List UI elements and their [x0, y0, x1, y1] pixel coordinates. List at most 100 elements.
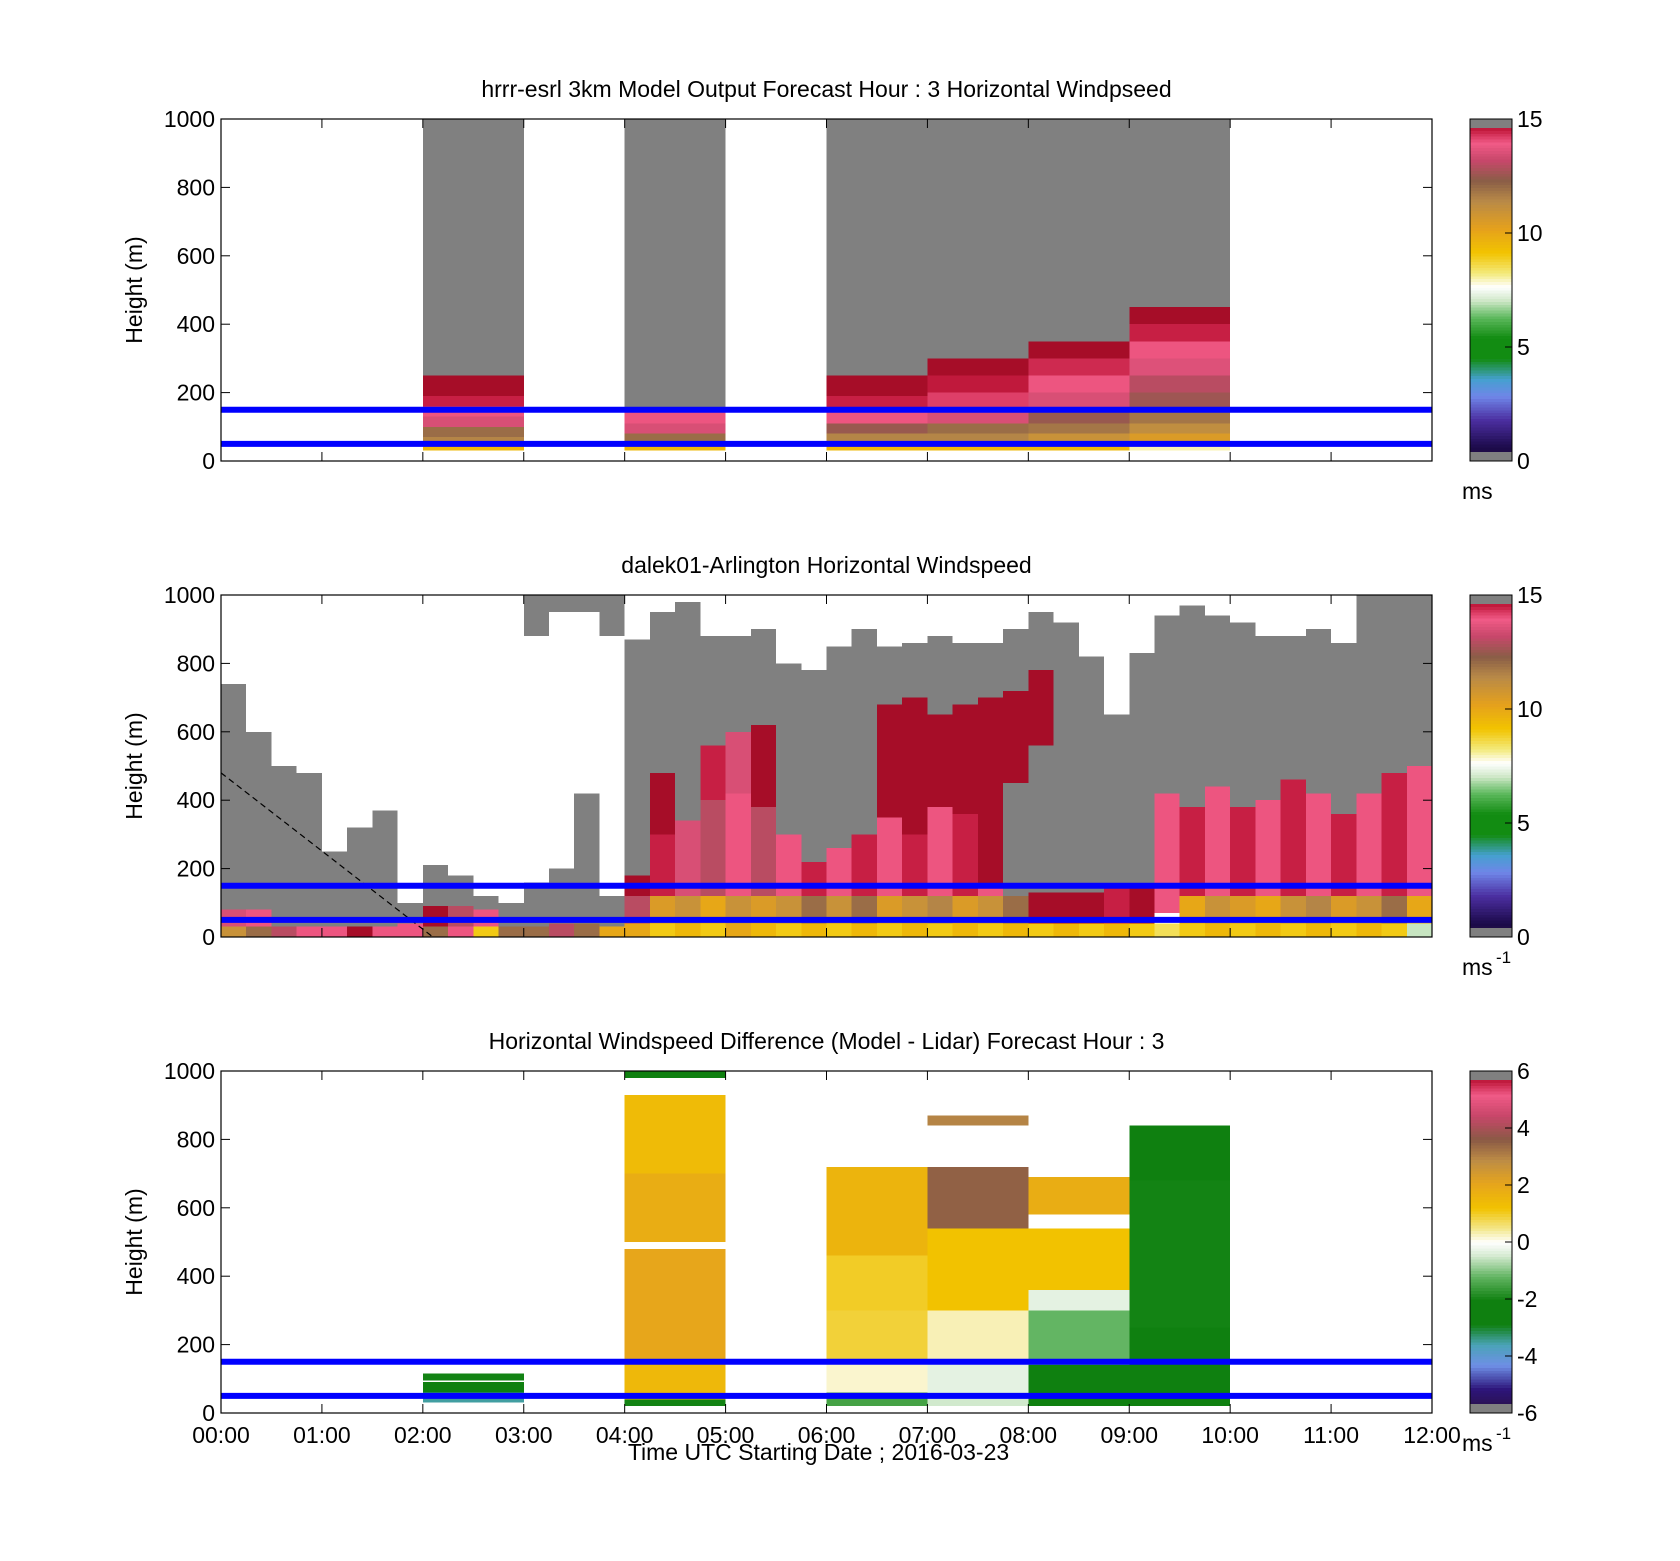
colorbar-swatch — [1470, 874, 1512, 878]
colorbar-swatch — [1470, 1395, 1512, 1400]
colorbar-swatch — [1470, 1110, 1512, 1115]
colorbar-swatch — [1470, 771, 1512, 776]
colorbar-swatch — [1470, 666, 1512, 670]
colorbar-swatch — [1470, 854, 1512, 858]
colorbar-swatch — [1470, 318, 1512, 322]
colorbar-swatch — [1470, 406, 1512, 411]
x-tick-label: 11:00 — [1303, 1422, 1359, 1448]
cell-0-6 — [422, 396, 524, 407]
x-tick-label: 04:00 — [596, 1422, 654, 1448]
cell-16-3 — [624, 639, 650, 876]
cell-37-2 — [1154, 793, 1180, 914]
cell-10-2 — [473, 895, 499, 910]
colorbar-swatch — [1470, 309, 1512, 314]
colorbar-swatch — [1470, 700, 1512, 704]
colorbar-swatch — [1470, 709, 1512, 713]
colorbar-swatch — [1470, 1293, 1512, 1297]
colorbar-cap-bottom — [1470, 928, 1512, 937]
colorbar-swatch — [1470, 1202, 1512, 1206]
colorbar-swatch — [1470, 290, 1512, 294]
colorbar-swatch — [1470, 255, 1512, 260]
colorbar-swatch — [1470, 1344, 1512, 1349]
cell-41-3 — [1255, 636, 1281, 801]
cell-46-2 — [1381, 772, 1407, 896]
colorbar-swatch — [1470, 683, 1512, 687]
colorbar-swatch — [1470, 312, 1512, 317]
colorbar-swatch — [1470, 198, 1512, 203]
cell-44-3 — [1331, 642, 1357, 814]
colorbar-swatch — [1470, 1364, 1512, 1368]
cell-0-2 — [422, 437, 524, 444]
colorbar-swatch — [1470, 138, 1512, 143]
colorbar-swatch — [1470, 840, 1512, 844]
cell-3-0 — [927, 450, 1029, 461]
cell-4-4 — [1028, 409, 1130, 424]
cell-26-3 — [876, 704, 903, 818]
cell-11-0 — [498, 926, 524, 937]
colorbar-swatch — [1470, 252, 1512, 257]
colorbar-cap-top — [1470, 595, 1512, 604]
colorbar-swatch — [1470, 409, 1512, 414]
cell-2-1 — [826, 443, 928, 451]
cell-3-2 — [927, 1310, 1029, 1362]
cell-9-1 — [448, 906, 474, 927]
colorbar-swatch — [1470, 657, 1512, 662]
cell-44-0 — [1331, 923, 1357, 937]
cell-6-1 — [372, 810, 398, 927]
colorbar-swatch — [1470, 620, 1512, 625]
cell-5-9 — [1129, 324, 1231, 342]
colorbar-swatch — [1470, 250, 1512, 254]
cell-40-3 — [1230, 622, 1256, 808]
colorbar-swatch — [1470, 1193, 1512, 1197]
boundary-layer-line — [220, 772, 434, 938]
cell-3-4 — [927, 409, 1029, 424]
cell-3-8 — [927, 119, 1029, 359]
colorbar-swatch — [1470, 432, 1512, 436]
colorbar-swatch — [1470, 324, 1512, 328]
cell-38-0 — [1179, 923, 1205, 937]
colorbar-swatch — [1470, 1196, 1512, 1200]
colorbar-swatch — [1470, 703, 1512, 707]
cell-0-1 — [422, 443, 524, 451]
cell-3-0 — [296, 926, 322, 937]
colorbar-swatch — [1470, 304, 1512, 308]
colorbar-swatch — [1470, 671, 1512, 676]
colorbar-swatch — [1470, 301, 1512, 305]
colorbar-swatch — [1470, 1176, 1512, 1180]
colorbar-swatch — [1470, 195, 1512, 200]
cell-5-6 — [1129, 375, 1231, 393]
colorbar-swatch — [1470, 1338, 1512, 1343]
cell-18-3 — [675, 601, 701, 821]
x-tick-label: 10:00 — [1201, 1422, 1259, 1448]
colorbar-swatch — [1470, 1270, 1512, 1274]
cell-15-2 — [599, 595, 625, 637]
colorbar-swatch — [1470, 278, 1512, 283]
cell-25-0 — [851, 923, 877, 937]
cell-1-3 — [624, 423, 726, 434]
colorbar-swatch — [1470, 820, 1512, 824]
cell-32-0 — [1028, 923, 1054, 937]
cell-33-2 — [1053, 697, 1079, 893]
colorbar-swatch — [1470, 1119, 1512, 1123]
colorbar-swatch — [1470, 803, 1512, 807]
y-tick-label: 400 — [177, 787, 215, 813]
colorbar-swatch — [1470, 626, 1512, 630]
colorbar-swatch — [1470, 634, 1512, 639]
colorbar-swatch — [1470, 885, 1512, 890]
colorbar-swatch — [1470, 438, 1512, 442]
cell-19-4 — [700, 636, 726, 746]
colorbar-swatch — [1470, 230, 1512, 234]
colorbar-swatch — [1470, 1093, 1512, 1098]
cell-3-5 — [927, 1115, 1029, 1126]
colorbar-swatch — [1470, 281, 1512, 285]
colorbar-swatch — [1470, 1401, 1512, 1406]
colorbar-swatch — [1470, 1318, 1512, 1323]
colorbar-swatch — [1470, 161, 1512, 166]
colorbar-swatch — [1470, 1256, 1512, 1260]
colorbar-swatch — [1470, 335, 1512, 340]
colorbar-swatch — [1470, 156, 1512, 160]
colorbar-swatch — [1470, 187, 1512, 191]
colorbar-swatch — [1470, 426, 1512, 431]
colorbar-swatch — [1470, 327, 1512, 331]
colorbar-swatch — [1470, 1088, 1512, 1092]
